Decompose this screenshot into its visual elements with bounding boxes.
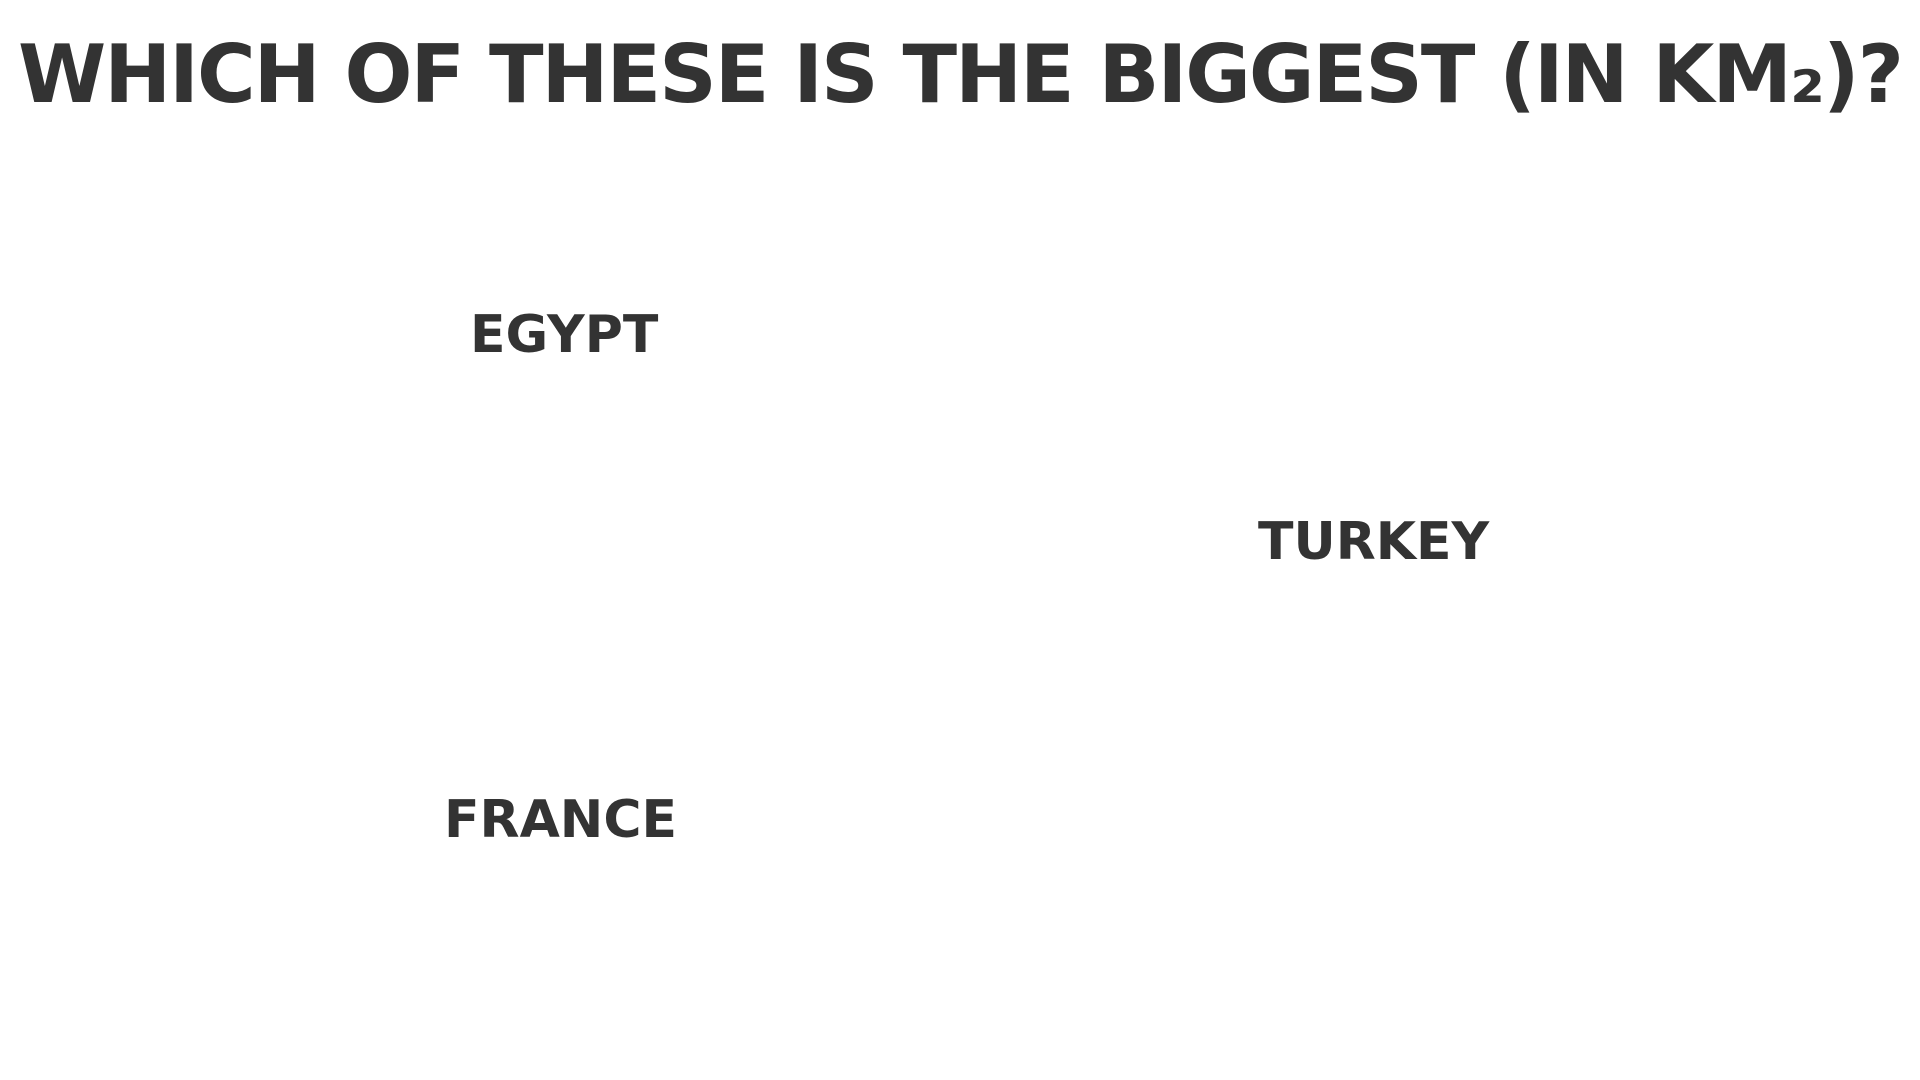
question-title: WHICH OF THESE IS THE BIGGEST (IN KM₂)? (17, 28, 1904, 121)
answer-option-turkey[interactable]: TURKEY (1258, 512, 1490, 572)
answer-option-egypt[interactable]: EGYPT (470, 305, 659, 365)
answer-option-france[interactable]: FRANCE (444, 790, 678, 850)
